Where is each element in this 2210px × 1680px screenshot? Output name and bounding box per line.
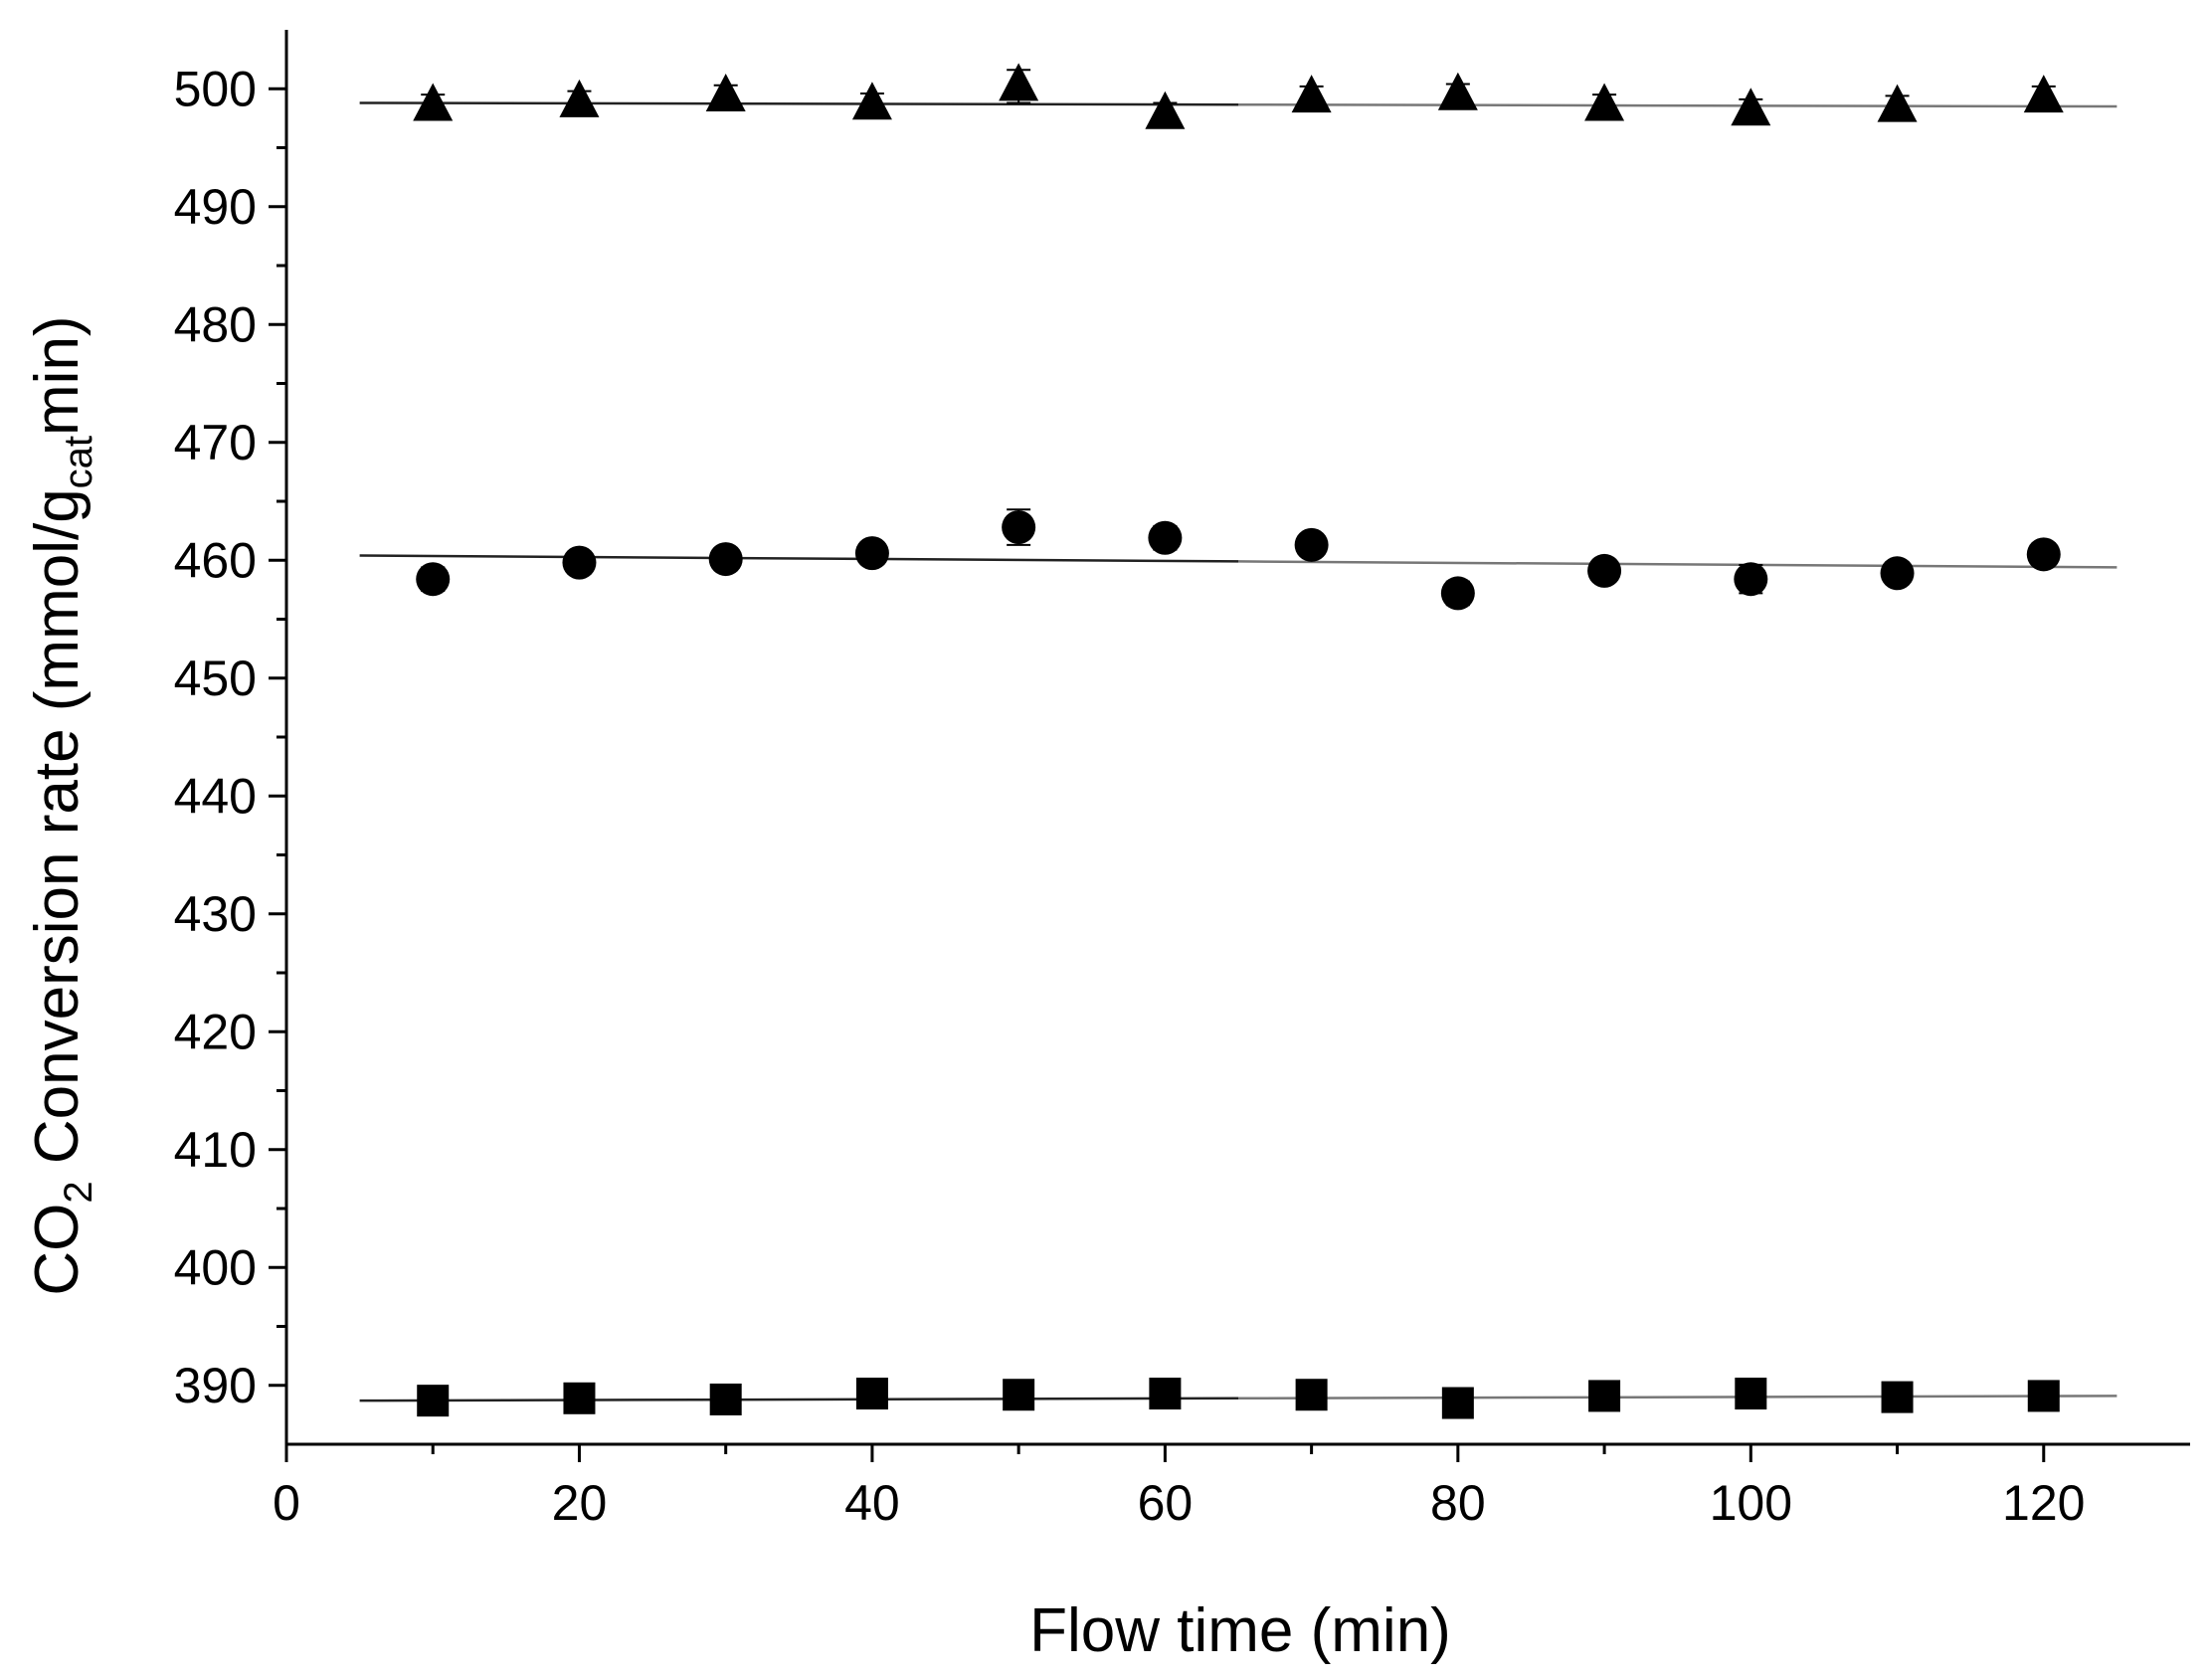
fit-line <box>1237 1395 2118 1400</box>
square-marker <box>709 1383 742 1415</box>
square-marker <box>1588 1380 1621 1412</box>
square-marker <box>1441 1387 1474 1419</box>
circle-marker <box>854 536 889 571</box>
fit-line <box>359 1397 1239 1402</box>
y-axis-title-prefix: CO <box>23 1204 92 1296</box>
y-tick-label: 430 <box>174 886 257 942</box>
square-marker <box>1881 1381 1914 1413</box>
fit-lines <box>359 101 2118 1402</box>
fit-line <box>1237 560 2118 569</box>
y-axis-title-middle: Conversion rate (mmol/g <box>23 488 92 1181</box>
y-tick-label: 390 <box>174 1358 257 1413</box>
circle-marker <box>2026 537 2061 572</box>
square-marker <box>563 1382 596 1414</box>
square-marker <box>1735 1378 1767 1410</box>
fit-line <box>359 101 1239 106</box>
triangle-marker <box>559 79 600 117</box>
circle-marker <box>1148 520 1183 555</box>
square-marker <box>855 1378 888 1410</box>
y-axis-title-sub1: 2 <box>57 1181 100 1203</box>
y-axis-title: CO2 Conversion rate (mmol/gcatmin) <box>23 315 100 1295</box>
x-tick-label: 120 <box>2002 1475 2085 1531</box>
y-tick-label: 480 <box>174 296 257 352</box>
x-tick-label: 20 <box>552 1475 608 1531</box>
y-tick-label: 460 <box>174 532 257 588</box>
x-tick-label: 80 <box>1430 1475 1486 1531</box>
y-tick-label: 470 <box>174 415 257 470</box>
triangle-marker <box>999 63 1039 101</box>
x-tick-label: 40 <box>844 1475 900 1531</box>
y-axis-title-suffix: min) <box>23 315 92 436</box>
circle-marker <box>1734 562 1768 597</box>
square-marker <box>1149 1378 1182 1410</box>
circle-marker <box>708 542 743 577</box>
circle-marker <box>416 562 451 597</box>
triangle-marker <box>705 73 746 111</box>
triangle-marker <box>1877 84 1918 122</box>
triangle-marker <box>1291 75 1332 113</box>
data-markers <box>413 63 2064 1419</box>
circle-marker <box>1587 553 1622 588</box>
y-axis-ticks: 390 400 410 420 430 440 450 460 470 480 490 500 <box>174 61 286 1413</box>
circle-marker <box>1002 510 1036 545</box>
triangle-marker <box>1584 83 1625 121</box>
x-tick-label: 0 <box>273 1475 300 1531</box>
y-tick-label: 400 <box>174 1239 257 1295</box>
y-tick-label: 440 <box>174 768 257 824</box>
y-tick-label: 420 <box>174 1004 257 1059</box>
axes <box>284 30 2190 1446</box>
square-marker <box>1003 1379 1035 1411</box>
triangle-marker <box>1437 72 1478 110</box>
triangle-marker <box>413 83 454 121</box>
circle-marker <box>1880 556 1915 591</box>
circle-marker <box>1294 527 1329 562</box>
y-axis-title-sub2: cat <box>57 436 100 488</box>
square-marker <box>1295 1379 1328 1411</box>
triangle-marker <box>851 82 892 120</box>
fit-line <box>359 554 1239 563</box>
error-bars <box>421 69 2056 1410</box>
x-tick-label: 100 <box>1710 1475 1792 1531</box>
circle-marker <box>1440 576 1475 611</box>
y-tick-label: 450 <box>174 651 257 706</box>
circle-marker <box>562 545 597 580</box>
square-marker <box>417 1385 450 1417</box>
x-axis-ticks: 0 20 40 60 80 100 120 <box>273 1444 2085 1531</box>
triangle-marker <box>2023 75 2064 113</box>
triangle-marker <box>1731 88 1771 126</box>
triangle-marker <box>1145 91 1186 129</box>
x-axis-title: Flow time (min) <box>1029 1596 1451 1665</box>
fit-line <box>1237 102 2118 108</box>
y-tick-label: 490 <box>174 179 257 235</box>
square-marker <box>2027 1380 2060 1412</box>
y-tick-label: 500 <box>174 61 257 116</box>
x-tick-label: 60 <box>1138 1475 1194 1531</box>
y-tick-label: 410 <box>174 1122 257 1178</box>
